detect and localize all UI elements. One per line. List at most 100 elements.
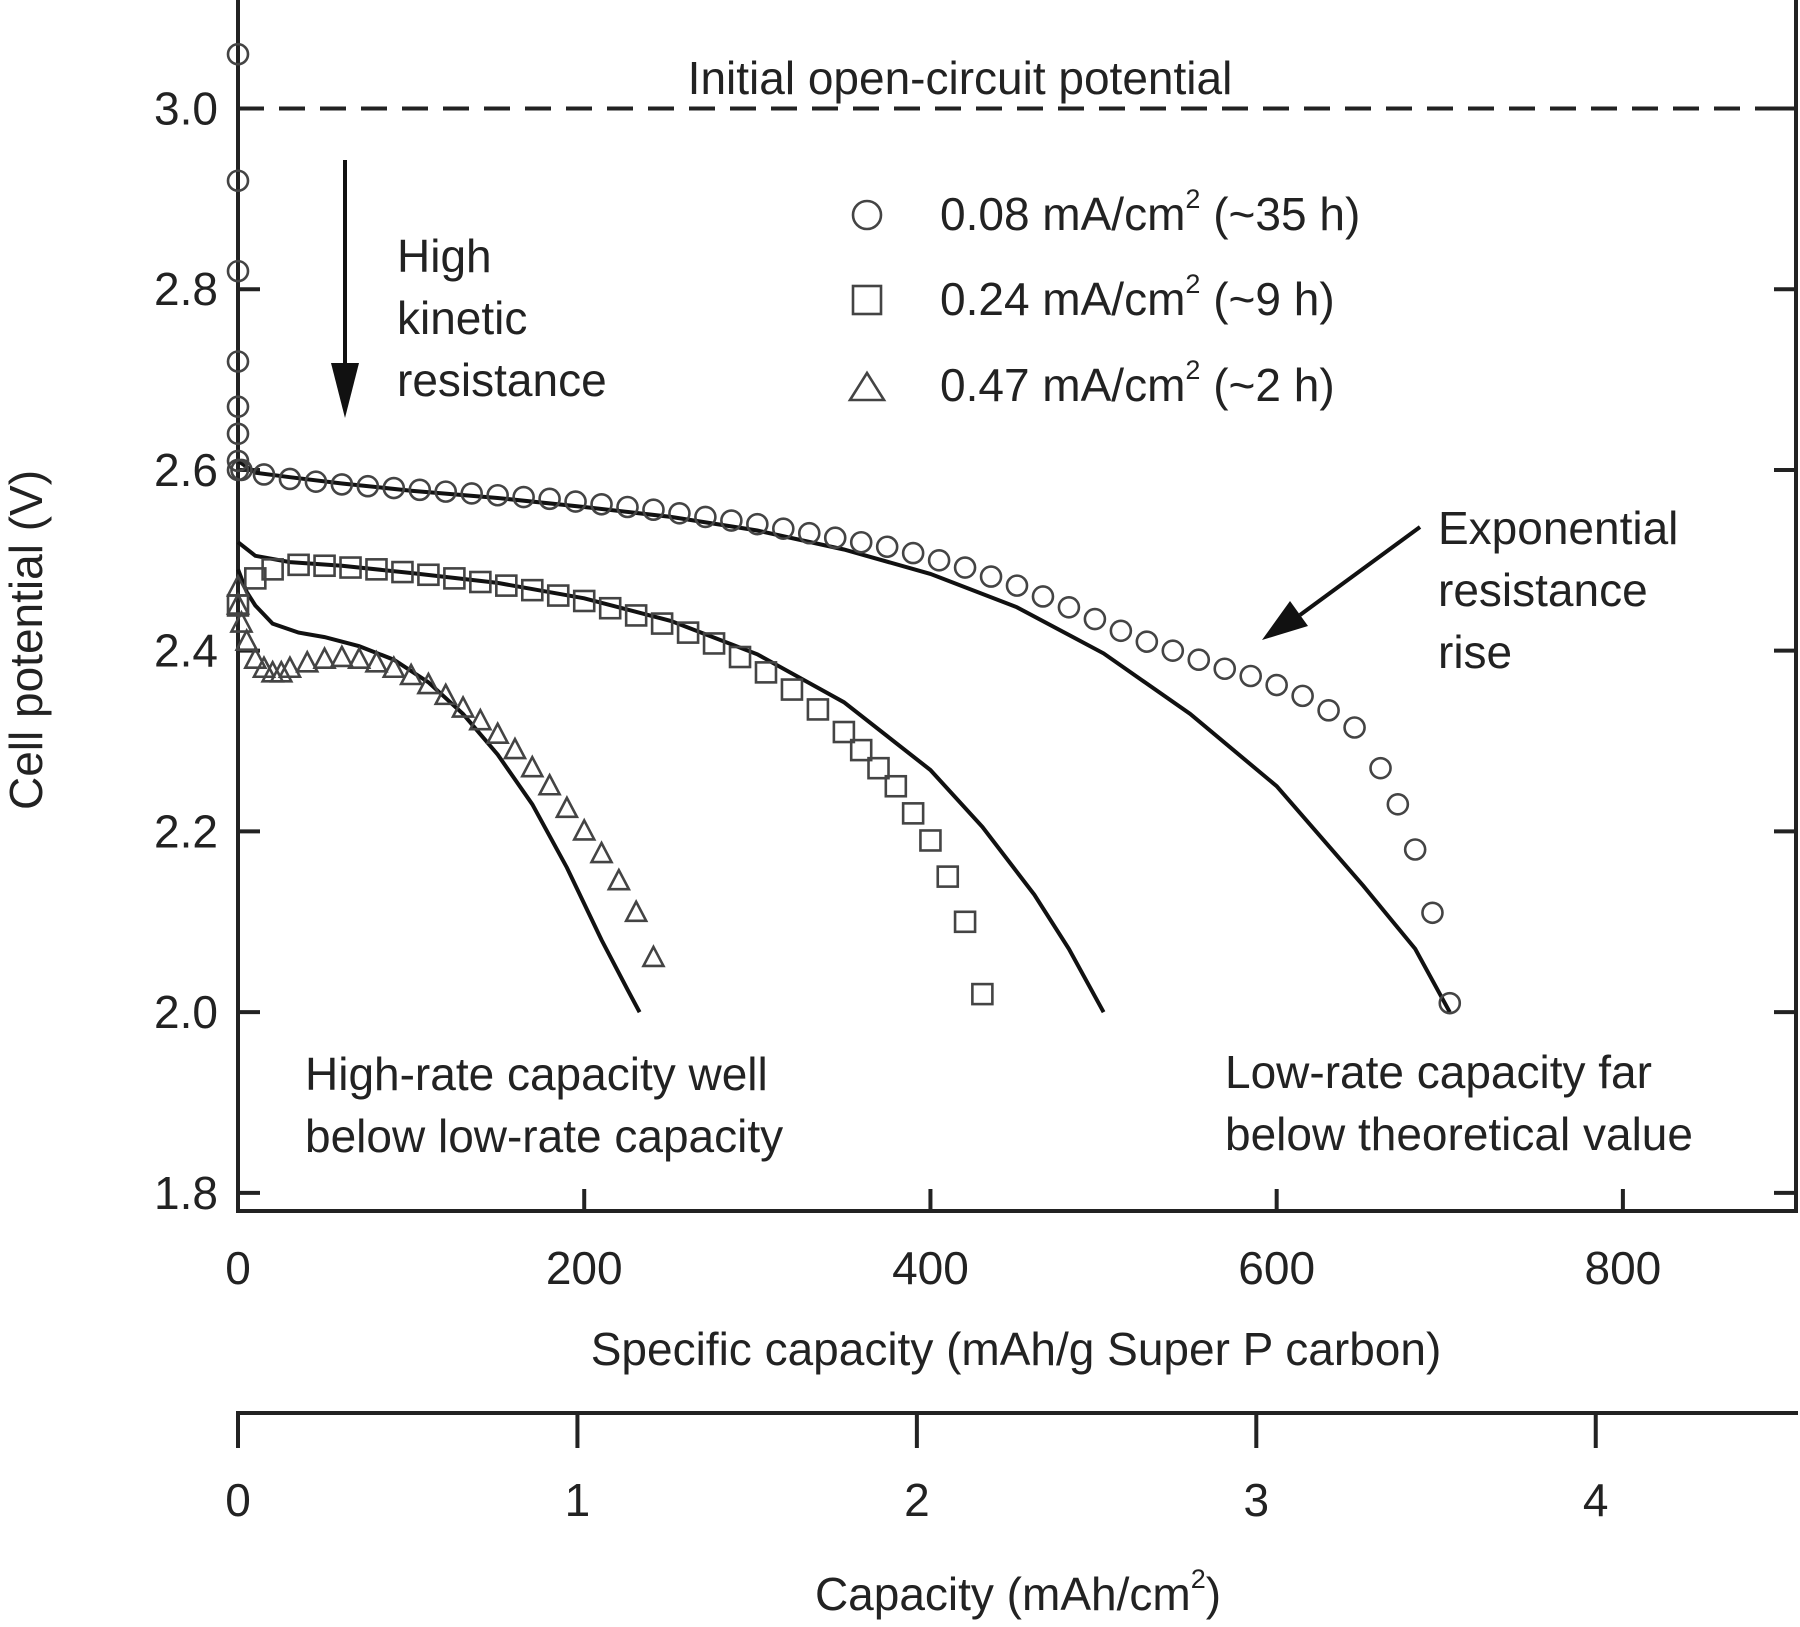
- data-point-triangle: [269, 659, 294, 683]
- data-point-circle: [797, 521, 821, 545]
- legend-label-3-suffix: (~2 h): [1200, 359, 1334, 411]
- x2-tick-label: 1: [565, 1474, 591, 1526]
- legend-label-1-sup: 2: [1185, 184, 1200, 214]
- legend-square-marker: [851, 284, 883, 316]
- data-point-circle: [1265, 673, 1288, 697]
- data-point-square: [572, 589, 596, 613]
- y-tick-label: 2.2: [154, 805, 218, 857]
- data-point-circle: [1343, 716, 1366, 739]
- data-point-triangle: [329, 644, 355, 668]
- data-point-circle: [616, 495, 639, 519]
- data-point-square: [365, 558, 388, 581]
- data-point-circle: [849, 530, 873, 554]
- legend-label-3-name: 0.47 mA/cm: [940, 359, 1185, 411]
- low-rate-label-line-2: below theoretical value: [1225, 1108, 1693, 1160]
- data-point-triangle: [295, 649, 320, 673]
- data-point-circle: [1386, 793, 1410, 816]
- exponential-arrow-shaft: [1298, 525, 1422, 617]
- data-point-square: [391, 560, 414, 584]
- data-point-circle: [823, 526, 847, 550]
- data-point-circle: [875, 535, 899, 559]
- low-rate-annotation: Low-rate capacity far below theoretical …: [1225, 1046, 1693, 1160]
- exponential-label-line-2: resistance: [1438, 564, 1648, 616]
- data-point-circle: [512, 485, 535, 509]
- exponential-label-line-3: rise: [1438, 626, 1512, 678]
- data-point-circle: [382, 476, 406, 500]
- data-point-square: [754, 661, 778, 684]
- data-point-circle: [1421, 901, 1444, 925]
- data-point-square: [971, 982, 994, 1006]
- data-point-circle: [564, 490, 587, 513]
- data-point-square: [953, 910, 977, 934]
- data-point-square: [901, 802, 925, 825]
- data-point-triangle: [229, 609, 254, 633]
- legend-label-3-sup: 2: [1185, 355, 1200, 385]
- data-point-circle: [1403, 838, 1427, 861]
- data-point-circle: [408, 478, 432, 502]
- data-point-circle: [1239, 664, 1262, 688]
- data-point-triangle: [641, 944, 666, 968]
- secondary-x-axis-title-end: ): [1206, 1568, 1221, 1620]
- data-point-triangle: [502, 736, 528, 760]
- data-point-circle: [226, 422, 250, 446]
- data-point-square: [443, 567, 466, 590]
- data-point-circle: [590, 492, 613, 516]
- data-point-circle: [694, 505, 717, 529]
- plot-frame: [236, 0, 1798, 1415]
- legend-label-1-name: 0.08 mA/cm: [940, 188, 1185, 240]
- secondary-x-axis-title-sup: 2: [1191, 1564, 1206, 1594]
- data-point-triangle: [485, 720, 510, 745]
- data-point-triangle: [416, 671, 441, 695]
- data-point-circle: [1187, 648, 1211, 672]
- data-point-triangle: [312, 645, 337, 670]
- data-point-circle: [1369, 756, 1392, 780]
- data-point-circle: [1317, 699, 1340, 722]
- data-point-triangle: [433, 682, 458, 706]
- data-point-square: [624, 604, 648, 627]
- data-point-circle: [252, 463, 276, 486]
- high-rate-annotation: High-rate capacity well below low-rate c…: [305, 1048, 783, 1162]
- data-point-square: [867, 756, 890, 780]
- kinetic-label-line-2: kinetic: [397, 292, 527, 344]
- kinetic-arrow-head: [331, 363, 359, 418]
- data-point-triangle: [364, 649, 389, 673]
- data-point-circle: [1438, 991, 1462, 1015]
- kinetic-label-line-1: High: [397, 230, 492, 282]
- kinetic-resistance-annotation: High kinetic resistance: [331, 160, 607, 418]
- data-point-square: [832, 720, 856, 744]
- legend-label-3: 0.47 mA/cm2 (~2 h): [940, 355, 1335, 411]
- x2-tick-label: 4: [1583, 1474, 1609, 1526]
- data-point-square: [520, 578, 544, 602]
- data-point-circle: [746, 512, 769, 536]
- data-point-triangle: [624, 898, 649, 923]
- data-point-triangle: [589, 840, 614, 864]
- data-point-circle: [460, 482, 484, 505]
- kinetic-label-line-3: resistance: [397, 354, 607, 406]
- data-markers: [225, 42, 1462, 1015]
- data-point-square: [806, 698, 830, 721]
- data-point-square: [849, 738, 873, 762]
- data-point-square: [339, 556, 362, 579]
- x2-tick-label: 2: [904, 1474, 930, 1526]
- data-point-circle: [538, 487, 561, 511]
- data-point-circle: [230, 458, 253, 482]
- data-point-circle: [226, 42, 250, 66]
- data-point-circle: [486, 483, 509, 507]
- data-point-triangle: [520, 754, 545, 778]
- data-point-triangle: [243, 645, 268, 670]
- legend-label-2: 0.24 mA/cm2 (~9 h): [940, 269, 1335, 325]
- y-tick-label: 3.0: [154, 82, 218, 134]
- legend-label-1: 0.08 mA/cm2 (~35 h): [940, 184, 1360, 240]
- series-3: [225, 573, 666, 968]
- high-rate-label-line-2: below low-rate capacity: [305, 1110, 783, 1162]
- legend-label-2-sup: 2: [1185, 269, 1200, 299]
- data-point-circle: [1161, 639, 1185, 662]
- legend-triangle-marker: [847, 370, 887, 402]
- y-tick-label: 2.8: [154, 263, 218, 315]
- exponential-rise-annotation: Exponential resistance rise: [1262, 502, 1678, 678]
- y-tick-label: 2.4: [154, 625, 218, 677]
- data-point-circle: [1213, 657, 1237, 681]
- data-point-square: [287, 553, 310, 577]
- data-point-square: [728, 645, 752, 669]
